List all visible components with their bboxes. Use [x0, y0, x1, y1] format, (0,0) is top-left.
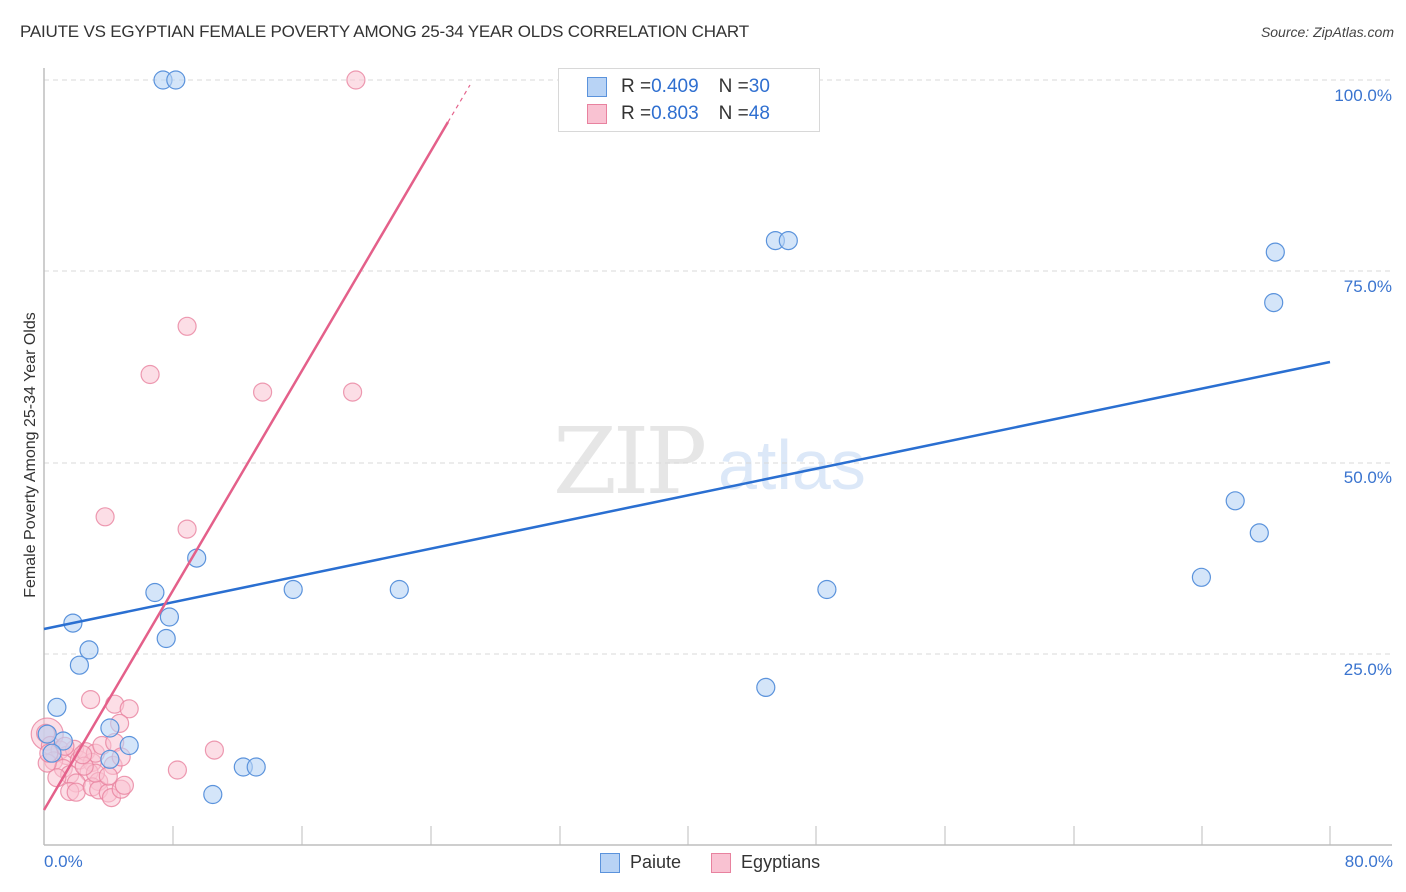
gridlines [44, 79, 1392, 655]
paiute-data-point [79, 640, 99, 660]
egyptians-data-point [95, 507, 115, 527]
paiute-data-point [389, 579, 409, 600]
paiute-legend-swatch-icon [600, 852, 620, 873]
egyptians-n-value: 48 [748, 103, 770, 124]
paiute-data-point [283, 579, 303, 600]
paiute-data-point [47, 697, 67, 717]
egyptians-data-point [346, 70, 366, 90]
legend-item-egyptians[interactable]: Egyptians [711, 852, 820, 873]
egyptians-data-point [253, 382, 273, 402]
x-tick-min: 0.0% [44, 852, 83, 871]
paiute-data-point [166, 70, 186, 90]
paiute-data-point [156, 628, 176, 649]
egyptians-r-value: 0.803 [651, 103, 699, 124]
egyptians-data-point [167, 760, 187, 780]
paiute-data-point [1225, 491, 1245, 511]
series-legend: Paiute Egyptians [600, 852, 850, 873]
legend-item-paiute[interactable]: Paiute [600, 852, 681, 873]
egyptians-data-point [204, 740, 224, 760]
egyptians-data-point [177, 316, 197, 336]
egyptians-points [30, 70, 366, 808]
chart-title: PAIUTE VS EGYPTIAN FEMALE POVERTY AMONG … [20, 22, 749, 41]
paiute-trend-line [43, 360, 1331, 631]
paiute-data-point [42, 743, 62, 763]
paiute-data-point [1265, 242, 1285, 262]
paiute-data-point [817, 579, 837, 600]
paiute-swatch-icon [587, 77, 607, 97]
legend-row-paiute: R = 0.409 N = 30 [587, 74, 770, 100]
paiute-n-value: 30 [748, 76, 770, 97]
y-tick-25: 25.0% [1343, 660, 1392, 679]
axes [43, 68, 1392, 846]
paiute-data-point [69, 655, 90, 675]
paiute-data-point [1191, 567, 1212, 587]
paiute-data-point [246, 757, 266, 777]
paiute-data-point [53, 731, 73, 751]
paiute-points [37, 70, 1285, 805]
paiute-data-point [119, 735, 139, 756]
egyptians-trend-extension [447, 84, 471, 123]
paiute-data-point [778, 231, 798, 251]
paiute-data-point [1264, 293, 1284, 313]
egyptians-data-point [98, 766, 118, 786]
paiute-data-point [145, 582, 165, 603]
egyptians-swatch-icon [587, 104, 607, 124]
watermark-atlas: atlas [718, 426, 866, 504]
paiute-r-value: 0.409 [651, 76, 699, 97]
paiute-data-point [159, 607, 179, 627]
legend-label-egyptians: Egyptians [741, 852, 821, 872]
x-ticks [172, 826, 1331, 845]
y-tick-75: 75.0% [1343, 277, 1392, 296]
egyptians-data-point [177, 519, 197, 539]
paiute-n-label: N = [718, 76, 749, 97]
paiute-data-point [756, 677, 776, 698]
paiute-data-point [203, 784, 223, 805]
egyptians-r-label: R = [621, 103, 652, 124]
paiute-data-point [100, 749, 120, 769]
legend-row-egyptians: R = 0.803 N = 48 [587, 101, 770, 127]
egyptians-n-label: N = [718, 103, 749, 124]
egyptians-data-point [119, 699, 139, 719]
source-label: Source: ZipAtlas.com [1260, 24, 1394, 40]
egyptians-data-point [140, 364, 160, 385]
egyptians-data-point [80, 689, 101, 710]
paiute-r-label: R = [621, 76, 652, 97]
paiute-data-point [1249, 523, 1269, 543]
y-tick-100: 100.0% [1334, 86, 1392, 105]
egyptians-legend-swatch-icon [711, 852, 732, 873]
egyptians-data-point [66, 782, 86, 802]
y-axis-label: Female Poverty Among 25-34 Year Olds [22, 312, 39, 598]
x-tick-max: 80.0% [1344, 852, 1393, 871]
egyptians-data-point [114, 775, 135, 795]
paiute-data-point [100, 718, 120, 738]
egyptians-data-point [343, 382, 363, 402]
egyptians-trend-line [42, 121, 450, 811]
legend-label-paiute: Paiute [630, 852, 682, 872]
y-tick-50: 50.0% [1343, 468, 1392, 487]
correlation-legend: R = 0.409 N = 30 R = 0.803 N = 48 [558, 68, 820, 132]
paiute-data-point [37, 724, 57, 744]
